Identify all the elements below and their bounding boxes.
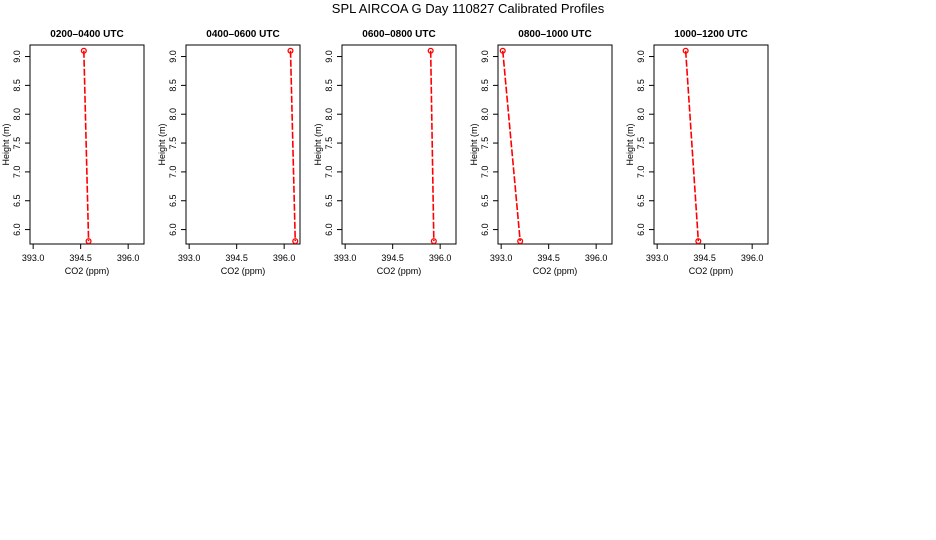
y-tick-label: 8.5 <box>12 79 22 92</box>
x-axis-label: CO2 (ppm) <box>65 266 110 276</box>
y-tick-label: 6.5 <box>480 194 490 207</box>
panels-container: 0200–0400 UTC 393.0 394.5 396.0 6.0 6.5 7.0 7.5… <box>1 29 769 276</box>
y-tick-label: 6.5 <box>324 194 334 207</box>
data-point <box>427 47 434 54</box>
y-tick-label: 7.5 <box>12 137 22 150</box>
data-point <box>517 238 524 245</box>
figure-title: SPL AIRCOA G Day 110827 Calibrated Profi… <box>332 1 605 16</box>
panel-title: 0400–0600 UTC <box>206 29 279 40</box>
x-tick-label: 396.0 <box>273 253 296 263</box>
y-tick-label: 9.0 <box>12 50 22 63</box>
y-tick-label: 9.0 <box>636 50 646 63</box>
data-point <box>85 238 92 245</box>
x-axis-label: CO2 (ppm) <box>221 266 266 276</box>
y-tick-label: 8.0 <box>168 108 178 121</box>
y-tick-label: 8.5 <box>480 79 490 92</box>
panel-title: 0800–1000 UTC <box>518 29 591 40</box>
panel-title: 0200–0400 UTC <box>50 29 123 40</box>
chart-panel-3: 0600–0800 UTC 393.0 394.5 396.0 6.0 6.5 7.0 7.5… <box>313 29 457 276</box>
data-point <box>292 238 299 245</box>
x-axis-label: CO2 (ppm) <box>533 266 578 276</box>
data-point <box>695 238 702 245</box>
y-tick-label: 9.0 <box>168 50 178 63</box>
x-tick-label: 396.0 <box>117 253 140 263</box>
x-axis-label: CO2 (ppm) <box>377 266 422 276</box>
y-tick-label: 8.0 <box>636 108 646 121</box>
y-tick-label: 6.5 <box>168 194 178 207</box>
x-tick-label: 393.0 <box>334 253 357 263</box>
profile-line <box>501 50 521 242</box>
plot-frame <box>185 44 301 245</box>
plot-frame <box>341 44 457 245</box>
y-tick-label: 7.5 <box>168 137 178 150</box>
y-tick-label: 8.5 <box>168 79 178 92</box>
x-tick-label: 396.0 <box>741 253 764 263</box>
y-tick-label: 7.5 <box>324 137 334 150</box>
y-tick-label: 6.0 <box>324 223 334 236</box>
y-tick-label: 7.0 <box>324 166 334 179</box>
data-point <box>499 47 506 54</box>
x-tick-label: 394.5 <box>693 253 716 263</box>
y-tick-label: 7.0 <box>168 166 178 179</box>
y-tick-label: 6.5 <box>12 194 22 207</box>
x-tick-label: 394.5 <box>381 253 404 263</box>
y-tick-label: 7.5 <box>636 137 646 150</box>
x-tick-label: 396.0 <box>585 253 608 263</box>
y-tick-label: 6.0 <box>636 223 646 236</box>
panel-title: 0600–0800 UTC <box>362 29 435 40</box>
y-tick-label: 7.0 <box>12 166 22 179</box>
x-tick-label: 393.0 <box>178 253 201 263</box>
y-tick-label: 8.5 <box>324 79 334 92</box>
y-tick-label: 8.0 <box>12 108 22 121</box>
y-tick-label: 6.0 <box>168 223 178 236</box>
y-tick-label: 6.5 <box>636 194 646 207</box>
chart-panel-1: 0200–0400 UTC 393.0 394.5 396.0 6.0 6.5 7.0 7.5… <box>1 29 145 276</box>
profile-line <box>83 50 90 242</box>
y-tick-label: 7.0 <box>480 166 490 179</box>
y-tick-label: 9.0 <box>480 50 490 63</box>
chart-panel-2: 0400–0600 UTC 393.0 394.5 396.0 6.0 6.5 7.0 7.5… <box>157 29 301 276</box>
y-axis-label: Height (m) <box>469 123 479 165</box>
y-tick-label: 9.0 <box>324 50 334 63</box>
plot-frame <box>497 44 613 245</box>
x-tick-label: 396.0 <box>429 253 452 263</box>
chart-panel-4: 0800–1000 UTC 393.0 394.5 396.0 6.0 6.5 7.0 7.5… <box>469 29 613 276</box>
y-tick-label: 8.0 <box>480 108 490 121</box>
panel-title: 1000–1200 UTC <box>674 29 747 40</box>
data-point <box>682 47 689 54</box>
y-axis-label: Height (m) <box>625 123 635 165</box>
profile-line <box>684 50 700 242</box>
data-point <box>80 47 87 54</box>
x-tick-label: 394.5 <box>537 253 560 263</box>
x-tick-label: 393.0 <box>22 253 45 263</box>
plot-frame <box>653 44 769 245</box>
x-tick-label: 394.5 <box>225 253 248 263</box>
profile-line <box>429 50 435 242</box>
y-tick-label: 7.0 <box>636 166 646 179</box>
y-tick-label: 8.5 <box>636 79 646 92</box>
profile-line <box>289 50 297 242</box>
y-tick-label: 6.0 <box>480 223 490 236</box>
x-tick-label: 393.0 <box>646 253 669 263</box>
y-axis-label: Height (m) <box>313 123 323 165</box>
data-point <box>287 47 294 54</box>
chart-panel-5: 1000–1200 UTC 393.0 394.5 396.0 6.0 6.5 7.0 7.5… <box>625 29 769 276</box>
y-axis-label: Height (m) <box>1 123 11 165</box>
y-tick-label: 7.5 <box>480 137 490 150</box>
x-axis-label: CO2 (ppm) <box>689 266 734 276</box>
plot-frame <box>29 44 145 245</box>
y-axis-label: Height (m) <box>157 123 167 165</box>
x-tick-label: 394.5 <box>69 253 92 263</box>
data-point <box>430 238 437 245</box>
y-tick-label: 6.0 <box>12 223 22 236</box>
x-tick-label: 393.0 <box>490 253 513 263</box>
y-tick-label: 8.0 <box>324 108 334 121</box>
